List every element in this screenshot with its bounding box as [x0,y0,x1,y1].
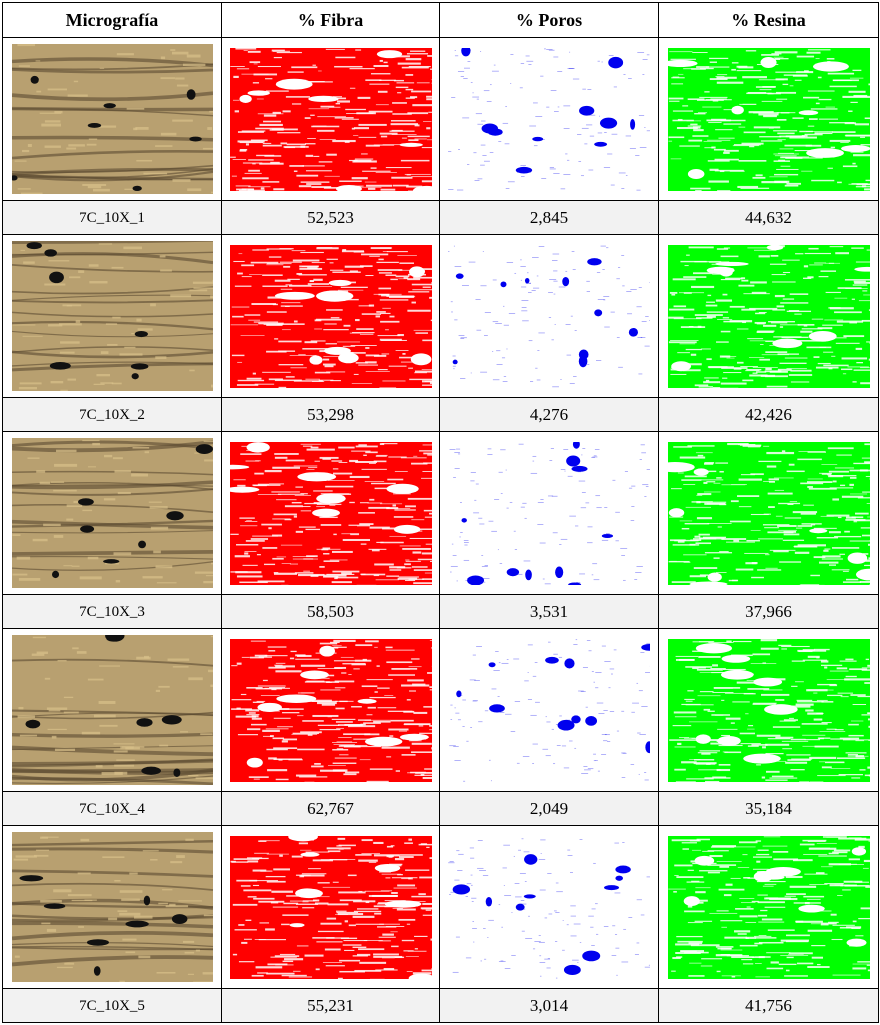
poros-value-cell: 2,049 [439,791,659,826]
poros-value-cell: 3,531 [439,594,659,629]
resina-micrograph-image [667,638,870,782]
resina-micrograph-image [667,47,870,191]
fibra-image-cell [221,628,440,792]
resina-image-cell [658,825,879,989]
fibra-micrograph-image [229,441,432,585]
resina-value-cell: 44,632 [658,200,879,235]
fibra-value-cell: 58,503 [221,594,440,629]
image-row [2,628,879,792]
header-resina: % Resina [658,2,879,38]
micro-micrograph-image [11,832,213,982]
sample-name-cell: 7C_10X_5 [2,988,222,1023]
sample-name-cell: 7C_10X_2 [2,397,222,432]
resina-value: 35,184 [745,798,792,818]
resina-value-cell: 37,966 [658,594,879,629]
value-row: 7C_10X_1 52,523 2,845 44,632 [2,200,879,235]
fibra-image-cell [221,234,440,398]
resina-value-cell: 35,184 [658,791,879,826]
resina-value: 44,632 [745,207,792,227]
resina-value-cell: 41,756 [658,988,879,1023]
sample-name: 7C_10X_5 [79,997,145,1014]
fibra-value-cell: 55,231 [221,988,440,1023]
sample-name: 7C_10X_2 [79,406,145,423]
sample-name: 7C_10X_4 [79,800,145,817]
fibra-micrograph-image [229,638,432,782]
header-row: Micrografía % Fibra % Poros % Resina [2,2,879,38]
fibra-value: 55,231 [307,995,354,1015]
value-row: 7C_10X_4 62,767 2,049 35,184 [2,791,879,826]
header-micrografia: Micrografía [2,2,222,38]
fibra-micrograph-image [229,47,432,191]
header-fibra: % Fibra [221,2,440,38]
fibra-value-cell: 53,298 [221,397,440,432]
fibra-value: 62,767 [307,798,354,818]
value-row: 7C_10X_5 55,231 3,014 41,756 [2,988,879,1023]
poros-value-cell: 2,845 [439,200,659,235]
resina-image-cell [658,628,879,792]
micro-micrograph-image [11,635,213,785]
poros-image-cell [439,825,659,989]
fibra-value: 52,523 [307,207,354,227]
value-row: 7C_10X_3 58,503 3,531 37,966 [2,594,879,629]
poros-value: 4,276 [529,404,569,424]
poros-value: 3,014 [529,995,569,1015]
poros-micrograph-image [448,835,650,979]
micro-image-cell [2,431,222,595]
resina-micrograph-image [667,441,870,585]
poros-value: 2,845 [529,207,569,227]
poros-micrograph-image [448,441,650,585]
image-row [2,825,879,989]
value-row: 7C_10X_2 53,298 4,276 42,426 [2,397,879,432]
sample-name-cell: 7C_10X_4 [2,791,222,826]
sample-name-cell: 7C_10X_1 [2,200,222,235]
micro-image-cell [2,234,222,398]
poros-micrograph-image [448,638,650,782]
fibra-value: 58,503 [307,601,354,621]
fibra-image-cell [221,431,440,595]
poros-image-cell [439,234,659,398]
poros-image-cell [439,37,659,201]
micro-image-cell [2,825,222,989]
poros-micrograph-image [448,244,650,388]
poros-value: 3,531 [529,601,569,621]
poros-image-cell [439,431,659,595]
fibra-micrograph-image [229,244,432,388]
sample-name-cell: 7C_10X_3 [2,594,222,629]
fibra-micrograph-image [229,835,432,979]
image-row [2,37,879,201]
resina-micrograph-image [667,835,870,979]
image-row [2,234,879,398]
fibra-image-cell [221,37,440,201]
resina-value: 37,966 [745,601,792,621]
resina-value: 41,756 [745,995,792,1015]
micro-micrograph-image [11,44,213,194]
fibra-value: 53,298 [307,404,354,424]
resina-image-cell [658,234,879,398]
resina-micrograph-image [667,244,870,388]
sample-name: 7C_10X_1 [79,209,145,226]
fibra-image-cell [221,825,440,989]
resina-value-cell: 42,426 [658,397,879,432]
poros-value: 2,049 [529,798,569,818]
fibra-value-cell: 52,523 [221,200,440,235]
micro-micrograph-image [11,241,213,391]
resina-value: 42,426 [745,404,792,424]
resina-image-cell [658,431,879,595]
micro-image-cell [2,628,222,792]
poros-micrograph-image [448,47,650,191]
poros-value-cell: 3,014 [439,988,659,1023]
micro-micrograph-image [11,438,213,588]
poros-image-cell [439,628,659,792]
micro-image-cell [2,37,222,201]
sample-name: 7C_10X_3 [79,603,145,620]
fibra-value-cell: 62,767 [221,791,440,826]
header-poros: % Poros [439,2,659,38]
poros-value-cell: 4,276 [439,397,659,432]
image-row [2,431,879,595]
resina-image-cell [658,37,879,201]
